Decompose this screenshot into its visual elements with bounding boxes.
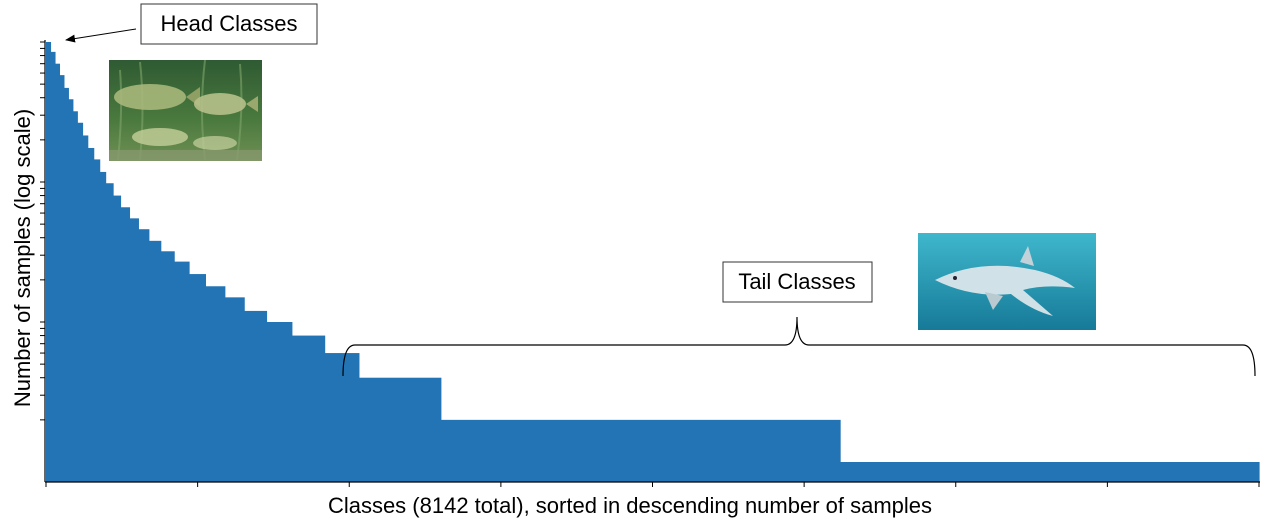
bar-step-18 [160,251,175,482]
bar-step-3 [59,75,65,483]
fish-image [109,59,262,161]
bar-step-9 [87,147,95,482]
bar-step-12 [105,183,114,483]
bar-step-26 [324,353,360,482]
head-label-box [140,3,318,45]
x-axis-label: Classes (8142 total), sorted in descendi… [328,493,932,518]
bars-group [46,42,1260,483]
head-arrow [65,28,137,43]
bar-step-27 [358,377,442,482]
tail-label: Tail Classes [738,269,855,294]
bar-step-6 [72,111,78,482]
y-axis-label: Number of samples (log scale) [10,109,35,407]
bar-step-16 [138,229,150,482]
tail-callout: Tail Classes [342,261,1256,377]
bar-step-22 [224,297,245,482]
bar-step-0 [46,42,52,482]
tail-label-box [722,261,873,303]
axes-group [40,40,1260,487]
bar-step-10 [93,159,101,482]
bar-step-11 [99,171,107,482]
bar-step-24 [266,322,293,482]
bar-step-4 [63,87,69,482]
bar-step-19 [174,261,190,482]
x-ticks [45,482,1260,487]
bar-step-8 [82,135,89,482]
bar-step-2 [54,63,61,482]
bar-step-28 [440,419,841,482]
bar-step-21 [205,286,226,482]
head-label: Head Classes [161,11,298,36]
bar-step-7 [77,122,84,482]
bar-step-13 [113,195,122,482]
y-ticks [40,41,45,421]
bar-step-14 [120,207,131,482]
bar-step-17 [148,240,162,482]
tail-brace [342,316,1256,377]
bar-step-25 [291,335,326,482]
bar-step-5 [68,99,74,482]
bar-step-29 [840,462,1260,482]
bar-step-15 [129,218,139,482]
bar-step-1 [50,51,56,482]
bar-step-23 [244,310,268,482]
bar-step-20 [189,274,207,482]
shark-image [918,233,1096,330]
head-callout: Head Classes [65,3,318,45]
